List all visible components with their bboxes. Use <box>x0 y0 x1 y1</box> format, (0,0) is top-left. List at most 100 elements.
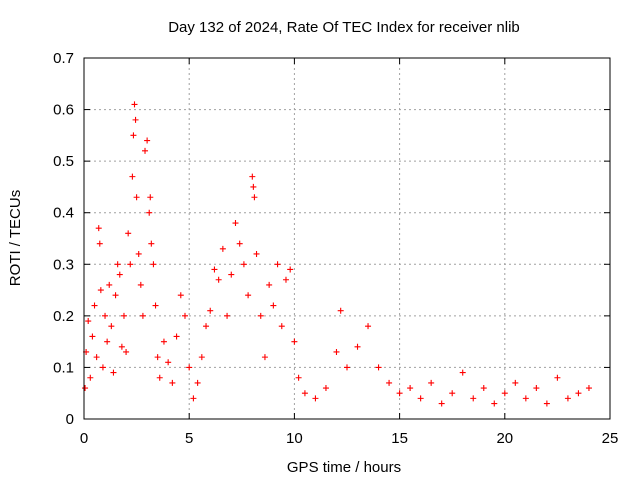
data-point <box>82 385 89 392</box>
data-point <box>132 116 139 123</box>
data-point <box>133 194 140 201</box>
data-point <box>512 379 519 386</box>
data-point <box>198 354 205 361</box>
y-tick-labels: 0 0.1 0.2 0.3 0.4 0.5 0.6 0.7 <box>53 50 74 428</box>
data-point <box>249 173 256 180</box>
data-point <box>257 312 264 319</box>
data-point <box>108 323 115 330</box>
x-axis-title: GPS time / hours <box>287 459 401 476</box>
data-point <box>295 374 302 381</box>
data-point <box>91 302 98 309</box>
data-point <box>564 395 571 402</box>
data-point <box>203 323 210 330</box>
data-point <box>135 250 142 257</box>
data-point <box>144 137 151 144</box>
y-axis-title: ROTI / TECUs <box>7 190 24 286</box>
chart-title: Day 132 of 2024, Rate Of TEC Index for r… <box>168 19 520 36</box>
data-point <box>148 240 155 247</box>
data-point <box>112 292 119 299</box>
data-point <box>344 364 350 371</box>
data-point <box>114 261 121 268</box>
data-point <box>354 343 361 350</box>
axis-ticks <box>83 57 611 420</box>
data-point <box>207 307 214 314</box>
data-point <box>154 354 161 361</box>
data-point <box>152 302 159 309</box>
y-tick-label: 0 <box>66 411 74 428</box>
data-point <box>137 281 144 288</box>
data-point <box>575 390 582 397</box>
data-point <box>301 390 308 397</box>
data-point <box>232 220 239 227</box>
data-point <box>333 348 340 355</box>
x-tick-label: 20 <box>496 430 513 447</box>
data-point <box>215 276 222 283</box>
y-tick-label: 0.2 <box>53 308 74 325</box>
data-point <box>245 292 252 299</box>
data-point <box>449 390 456 397</box>
data-point <box>165 359 172 366</box>
data-point <box>89 333 96 340</box>
data-point <box>236 240 243 247</box>
grid-lines <box>84 58 610 419</box>
plot-frame <box>83 57 611 420</box>
x-tick-labels: 0 5 10 15 20 25 <box>80 430 619 447</box>
data-point <box>129 173 136 180</box>
y-tick-label: 0.1 <box>53 359 74 376</box>
data-point <box>459 369 466 376</box>
y-tick-label: 0.6 <box>53 102 74 119</box>
data-point <box>219 245 226 252</box>
data-point <box>274 261 281 268</box>
data-point <box>181 312 188 319</box>
data-point <box>104 338 111 345</box>
data-point <box>97 287 104 294</box>
data-point <box>85 318 92 325</box>
data-point <box>491 400 498 407</box>
data-point <box>396 390 403 397</box>
data-point <box>533 385 540 392</box>
data-point <box>87 374 94 381</box>
data-point <box>123 348 130 355</box>
data-point <box>386 379 393 386</box>
data-point <box>270 302 277 309</box>
data-point <box>407 385 414 392</box>
data-point <box>127 261 134 268</box>
data-point <box>438 400 445 407</box>
data-point <box>375 364 382 371</box>
data-point <box>96 240 103 247</box>
x-tick-label: 10 <box>286 430 303 447</box>
data-point <box>131 101 138 108</box>
data-point <box>501 390 508 397</box>
data-point <box>428 379 435 386</box>
data-point <box>224 312 231 319</box>
x-tick-label: 25 <box>602 430 619 447</box>
data-point <box>480 385 487 392</box>
data-point <box>106 281 113 288</box>
data-point <box>142 147 149 154</box>
data-point <box>250 183 257 190</box>
y-tick-label: 0.7 <box>53 50 74 67</box>
data-point <box>120 312 127 319</box>
data-point <box>251 194 258 201</box>
data-point <box>177 292 184 299</box>
data-point <box>261 354 268 361</box>
data-point <box>287 266 294 273</box>
data-point <box>116 271 123 278</box>
data-point <box>102 312 109 319</box>
data-point <box>240 261 247 268</box>
data-points <box>82 101 592 407</box>
data-point <box>522 395 529 402</box>
x-tick-label: 5 <box>185 430 193 447</box>
data-point <box>95 225 102 232</box>
data-point <box>194 379 201 386</box>
y-tick-label: 0.5 <box>53 153 74 170</box>
y-tick-label: 0.4 <box>53 205 74 222</box>
data-point <box>173 333 180 340</box>
data-point <box>150 261 157 268</box>
data-point <box>312 395 319 402</box>
x-tick-label: 0 <box>80 430 88 447</box>
data-point <box>337 307 344 314</box>
data-point <box>139 312 146 319</box>
